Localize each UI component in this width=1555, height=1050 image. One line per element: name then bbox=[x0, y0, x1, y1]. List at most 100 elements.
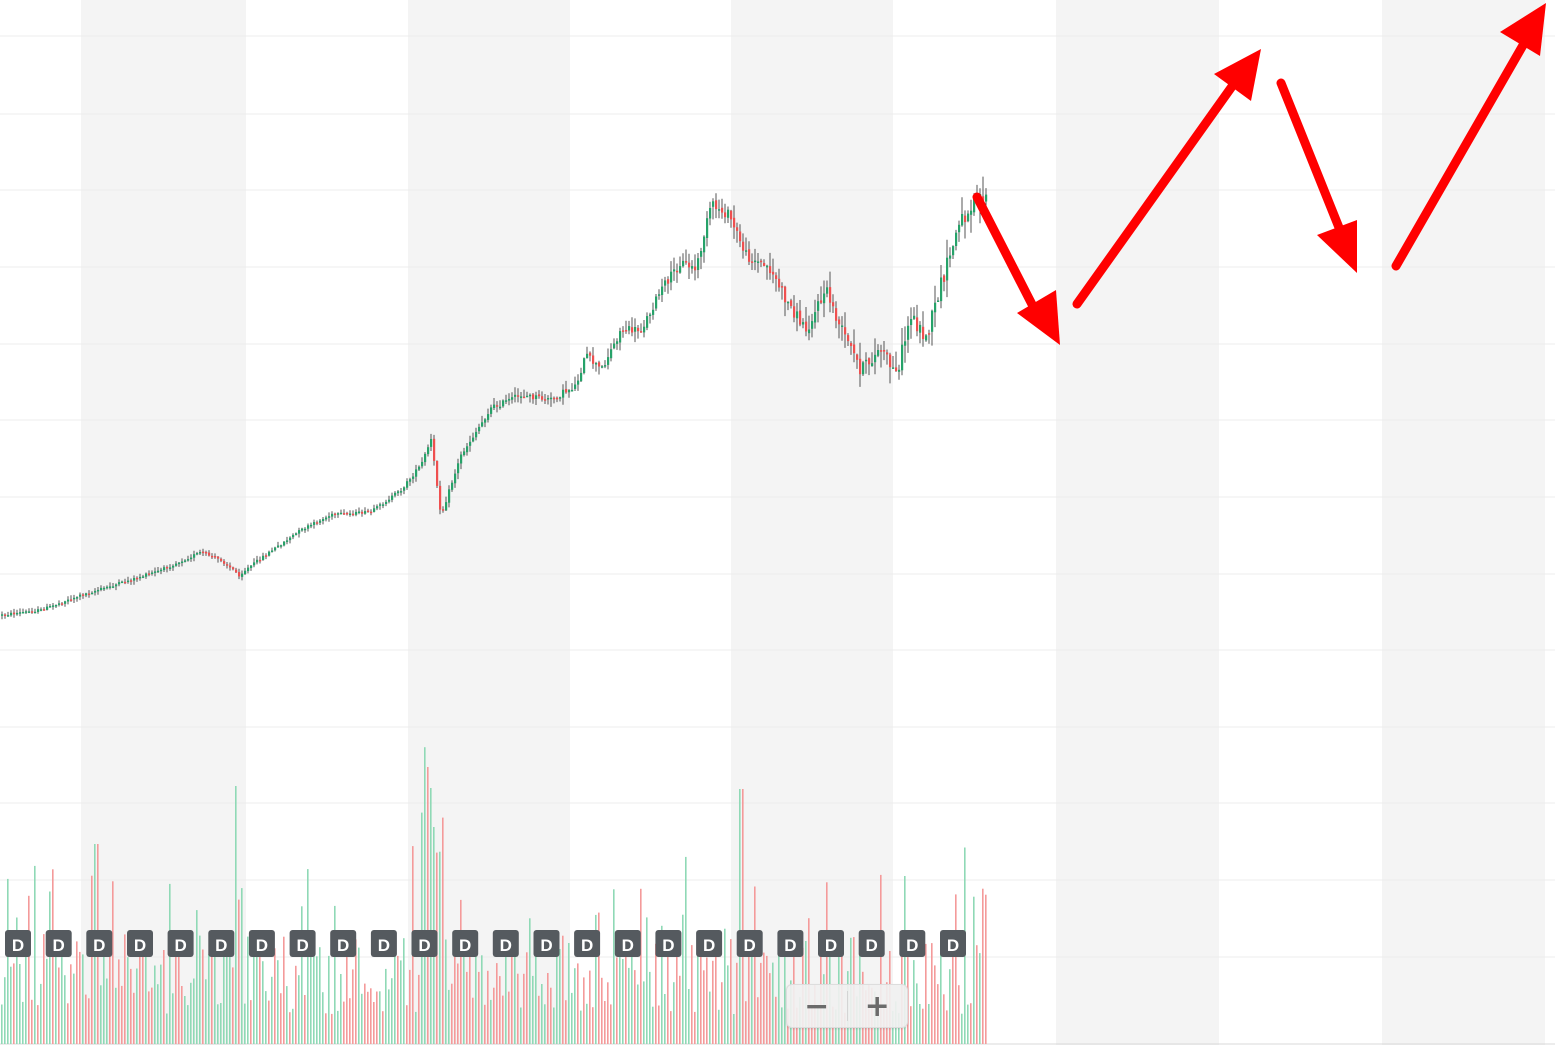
candle-down bbox=[334, 513, 337, 516]
dividend-marker-label: D bbox=[256, 936, 268, 955]
candle-up bbox=[37, 609, 40, 612]
candle-up bbox=[301, 528, 304, 531]
volume-bar bbox=[490, 999, 492, 1044]
dividend-marker[interactable]: D bbox=[208, 930, 235, 957]
volume-bar bbox=[13, 963, 15, 1044]
candle-down bbox=[844, 327, 847, 335]
dividend-marker[interactable]: D bbox=[330, 930, 357, 957]
dividend-marker[interactable]: D bbox=[777, 930, 804, 957]
dividend-marker[interactable]: D bbox=[452, 930, 479, 957]
candle-down bbox=[724, 212, 727, 218]
dividend-marker[interactable]: D bbox=[655, 930, 682, 957]
candle-down bbox=[850, 343, 853, 346]
dividend-marker[interactable]: D bbox=[45, 930, 72, 957]
dividend-marker[interactable]: D bbox=[858, 930, 885, 957]
dividend-marker[interactable]: D bbox=[167, 930, 194, 957]
volume-bar bbox=[928, 1004, 930, 1044]
volume-bar bbox=[487, 970, 489, 1044]
candle-down bbox=[223, 561, 226, 564]
candle-down bbox=[13, 612, 16, 615]
candle-down bbox=[61, 603, 64, 605]
volume-bar bbox=[85, 994, 87, 1044]
dividend-marker[interactable]: D bbox=[127, 930, 153, 957]
volume-bar bbox=[700, 956, 702, 1044]
candle-up bbox=[322, 519, 325, 521]
volume-bar bbox=[574, 968, 576, 1044]
candle-up bbox=[460, 454, 463, 464]
candle-down bbox=[733, 217, 736, 228]
candle-down bbox=[751, 261, 754, 263]
dividend-marker[interactable]: D bbox=[370, 930, 397, 957]
dividend-marker[interactable]: D bbox=[86, 930, 113, 957]
candle-up bbox=[913, 315, 916, 319]
volume-bar bbox=[706, 957, 708, 1044]
volume-bar bbox=[388, 989, 390, 1044]
volume-bar bbox=[925, 943, 927, 1044]
candle-up bbox=[931, 310, 934, 332]
volume-bar bbox=[763, 952, 765, 1044]
volume-bar bbox=[661, 925, 663, 1044]
volume-bar bbox=[400, 960, 402, 1044]
dividend-marker[interactable]: D bbox=[818, 930, 844, 957]
dividend-marker-label: D bbox=[53, 936, 65, 955]
candle-up bbox=[673, 269, 676, 272]
volume-bar bbox=[778, 941, 780, 1044]
dividend-marker[interactable]: D bbox=[574, 930, 601, 957]
volume-bar bbox=[118, 959, 120, 1044]
dividend-marker-badge bbox=[574, 930, 601, 957]
candle-down bbox=[544, 399, 547, 401]
candle-up bbox=[28, 611, 31, 613]
volume-bar bbox=[733, 1014, 735, 1044]
volume-bar bbox=[676, 952, 678, 1044]
candle-up bbox=[331, 513, 334, 517]
candle-up bbox=[892, 367, 895, 369]
volume-bar bbox=[1, 1004, 3, 1044]
volume-bar bbox=[571, 992, 573, 1044]
volume-bar bbox=[319, 947, 321, 1044]
candle-up bbox=[472, 437, 475, 442]
candle-down bbox=[439, 485, 442, 510]
candle-up bbox=[271, 550, 274, 552]
dividend-marker[interactable]: D bbox=[696, 930, 723, 957]
volume-bar bbox=[256, 948, 258, 1044]
candle-up bbox=[382, 504, 385, 506]
dividend-marker[interactable]: D bbox=[899, 930, 926, 957]
dividend-marker[interactable]: D bbox=[533, 930, 560, 957]
volume-bar bbox=[196, 910, 198, 1044]
dividend-marker[interactable]: D bbox=[940, 930, 966, 957]
volume-bar bbox=[742, 789, 744, 1044]
volume-bar bbox=[208, 954, 210, 1044]
volume-bar bbox=[124, 934, 126, 1044]
candle-down bbox=[361, 511, 364, 514]
candle-up bbox=[445, 502, 448, 511]
dividend-marker[interactable]: D bbox=[492, 930, 519, 957]
candle-up bbox=[412, 476, 415, 479]
arrow-head bbox=[1500, 3, 1546, 56]
candle-up bbox=[811, 321, 814, 329]
candle-up bbox=[493, 404, 496, 408]
dividend-marker[interactable]: D bbox=[614, 930, 641, 957]
volume-bar bbox=[625, 951, 627, 1044]
dividend-marker[interactable]: D bbox=[289, 930, 316, 957]
dividend-marker-label: D bbox=[134, 936, 146, 955]
volume-bar bbox=[520, 1007, 522, 1044]
candle-up bbox=[766, 265, 769, 268]
volume-bar bbox=[274, 948, 276, 1044]
volume-bar bbox=[358, 947, 360, 1044]
candle-down bbox=[847, 335, 850, 342]
candle-up bbox=[643, 326, 646, 333]
candle-up bbox=[619, 331, 622, 343]
dividend-marker[interactable]: D bbox=[248, 930, 275, 957]
dividend-marker[interactable]: D bbox=[5, 930, 31, 957]
candle-up bbox=[7, 615, 10, 617]
candle-up bbox=[244, 570, 247, 574]
dividend-marker[interactable]: D bbox=[736, 930, 763, 957]
candle-down bbox=[217, 556, 220, 559]
candle-up bbox=[91, 592, 94, 595]
volume-bar bbox=[172, 993, 174, 1044]
zoom-in-button[interactable]: + bbox=[864, 988, 890, 1024]
dividend-marker[interactable]: D bbox=[411, 930, 438, 957]
zoom-out-button[interactable]: − bbox=[804, 988, 830, 1024]
dividend-marker-badge bbox=[940, 930, 966, 957]
